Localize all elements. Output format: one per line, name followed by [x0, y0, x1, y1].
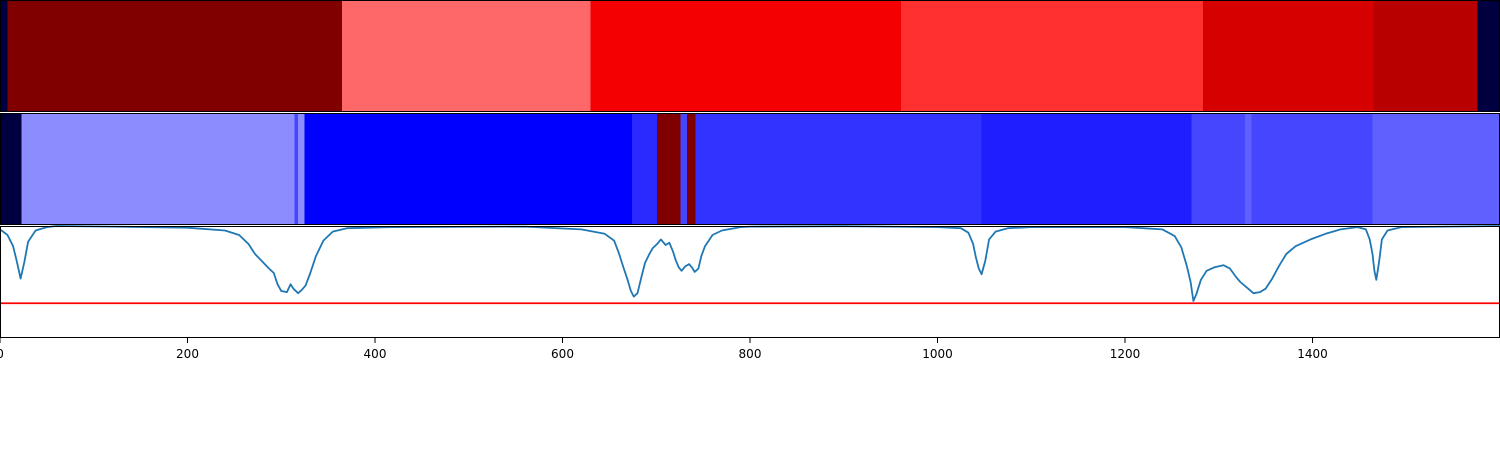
heatmap-panel-top — [0, 0, 1500, 112]
x-tick-label: 200 — [176, 347, 199, 361]
x-tick-label: 600 — [551, 347, 574, 361]
line-plot-panel — [0, 225, 1500, 338]
heatmap-segment-2 — [342, 0, 591, 112]
heatmap-segment-7 — [1477, 0, 1500, 112]
heatmap-segment-5 — [631, 113, 658, 225]
line-plot-background — [0, 226, 1500, 338]
heatmap-segment-3 — [590, 0, 901, 112]
x-tick-label: 400 — [364, 347, 387, 361]
heatmap-segment-4 — [304, 113, 632, 225]
heatmap-segment-7 — [680, 113, 688, 225]
heatmap-segment-1 — [21, 113, 295, 225]
heatmap-segment-14 — [1372, 113, 1500, 225]
heatmap-segment-6 — [1373, 0, 1478, 112]
heatmap-panel-middle — [0, 113, 1500, 225]
heatmap-segment-4 — [900, 0, 1203, 112]
heatmap-segment-6 — [657, 113, 681, 225]
x-axis: 0 200 400 600 800 1000 1200 1400 — [0, 338, 1328, 361]
x-tick-label: 1200 — [1110, 347, 1141, 361]
x-tick-label: 0 — [0, 347, 4, 361]
heatmap-segment-13 — [1251, 113, 1373, 225]
heatmap-segment-12 — [1245, 113, 1252, 225]
heatmap-segment-0 — [0, 113, 22, 225]
heatmap-segment-8 — [687, 113, 696, 225]
x-tick-label: 800 — [739, 347, 762, 361]
series-line-0 — [0, 225, 1500, 302]
x-tick-label: 1000 — [922, 347, 953, 361]
x-tick-label: 1400 — [1297, 347, 1328, 361]
heatmap-segment-5 — [1202, 0, 1374, 112]
heatmap-segment-2 — [294, 113, 299, 225]
heatmap-segment-9 — [695, 113, 982, 225]
heatmap-segment-11 — [1191, 113, 1245, 225]
heatmap-segment-0 — [0, 0, 8, 112]
heatmap-segment-1 — [7, 0, 343, 112]
heatmap-segment-10 — [981, 113, 1192, 225]
heatmap-segment-3 — [298, 113, 305, 225]
